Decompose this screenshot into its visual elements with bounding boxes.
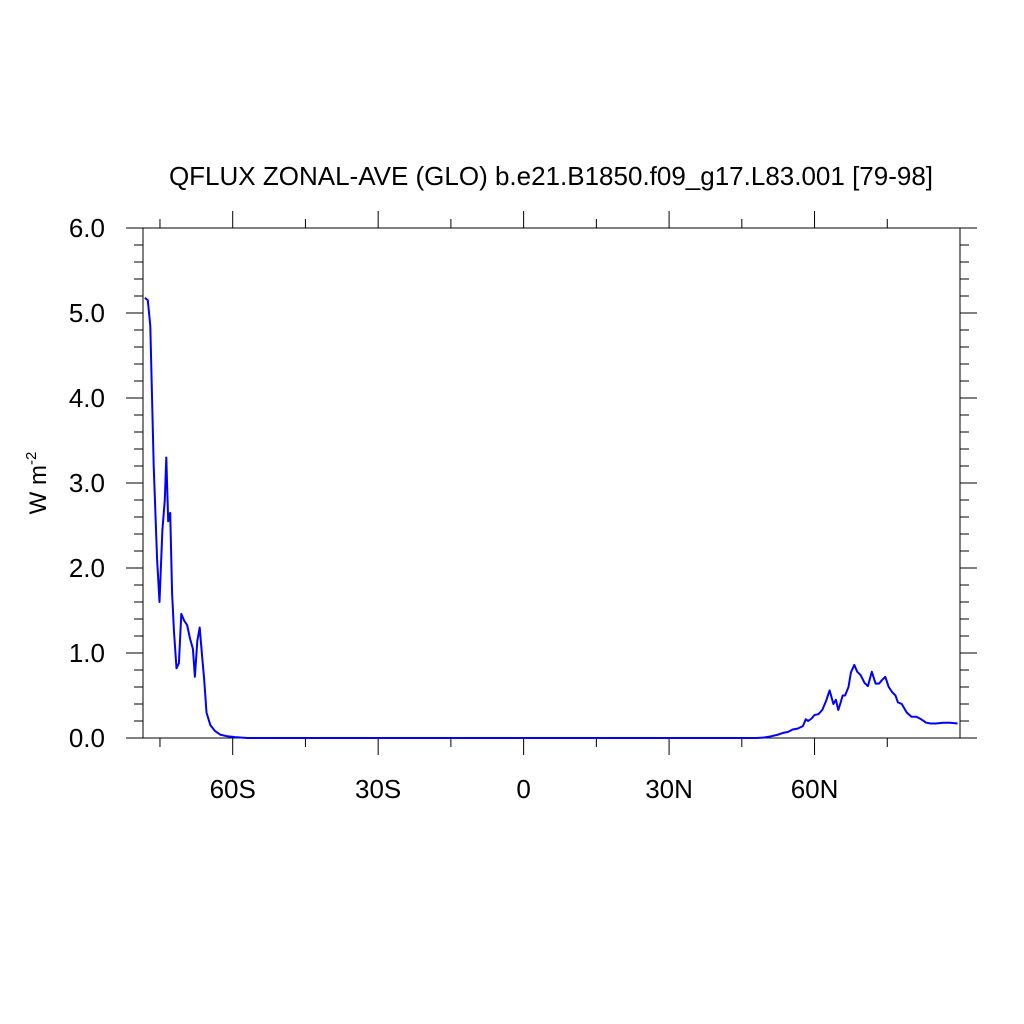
series-line	[144, 296, 958, 739]
y-tick-label: 2.0	[69, 553, 105, 583]
plot-frame	[142, 227, 961, 739]
y-axis-label: W m-2	[23, 452, 52, 515]
y-axis-label-exponent: -2	[23, 452, 40, 465]
y-tick-label: 3.0	[69, 468, 105, 498]
chart-title: QFLUX ZONAL-AVE (GLO) b.e21.B1850.f09_g1…	[169, 161, 933, 191]
y-tick-label: 6.0	[69, 213, 105, 243]
x-tick-label: 60N	[791, 774, 839, 804]
series-layer	[144, 296, 958, 739]
y-axis-label-main: W m	[25, 465, 52, 514]
x-tick-label: 60S	[210, 774, 256, 804]
y-tick-label: 0.0	[69, 723, 105, 753]
x-tick-label: 30S	[355, 774, 401, 804]
axes	[142, 227, 961, 739]
y-tick-label: 4.0	[69, 383, 105, 413]
ticks: 0.0 1.0 2.0 3.0 4.0 5.0 6.0 60S 30S 0 30N 60N	[69, 211, 977, 804]
y-tick-label: 5.0	[69, 298, 105, 328]
y-tick-label: 1.0	[69, 638, 105, 668]
x-tick-label: 30N	[645, 774, 693, 804]
x-tick-label: 0	[516, 774, 530, 804]
